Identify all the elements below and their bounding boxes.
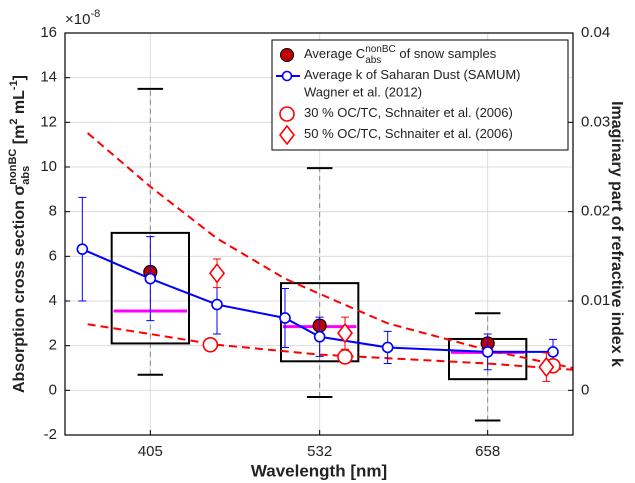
x-axis-label: Wavelength [nm] [251,461,387,480]
point-marker [144,272,157,285]
legend-text: Average C [304,46,365,61]
legend-label: Wagner et al. (2012) [304,84,422,99]
fit-line [87,132,574,369]
legend-text: Average k of Saharan Dust (SAMUM) [304,67,521,82]
y-tick-label: 2 [49,337,57,354]
x-tick-label: 405 [138,443,163,460]
y2-tick-label: 0.03 [581,113,610,130]
y-label-unit-sup: 2 [8,119,20,125]
point-marker [381,341,394,354]
point-marker [76,243,89,255]
y-label-sup: nonBC [7,149,19,185]
y-tick-label: 6 [49,247,57,264]
y-label-sub: abs [20,166,32,185]
y2-tick-label: 0.02 [581,203,610,220]
box [110,231,190,345]
y-tick-label: 0 [49,381,57,398]
y-tick-label: 10 [40,158,57,175]
y2-tick-label: 0 [581,381,589,398]
legend-label: 30 % OC/TC, Schnaiter et al. (2006) [304,105,513,120]
legend-text: 50 % OC/TC, Schnaiter et al. (2006) [304,126,513,141]
x-tick-label: 532 [307,443,332,460]
data-line [81,248,553,353]
plot-frame [64,32,574,436]
point-marker [211,298,223,311]
y-tick-label: 16 [40,24,57,41]
y2-tick-label: 0.01 [581,292,610,309]
legend-marker [281,70,293,82]
y-tick-label: -2 [44,426,57,443]
box [280,282,360,363]
y-multiplier-exp: -8 [90,8,100,20]
legend-marker [278,124,296,146]
legend-marker [280,48,294,62]
y-multiplier-base: ×10 [65,11,90,28]
point-marker [481,346,494,358]
point-marker [202,336,219,353]
x-tick-label: 658 [475,443,500,460]
legend-label: Average CnonBC abs of snow samples [304,44,497,66]
y-tick-label: 14 [40,69,57,86]
y-axis-label: Absorption cross section σnonBCabs [m2 m… [7,75,32,393]
point-marker [547,346,559,358]
legend-sup: nonBC [365,44,396,55]
diamond-marker [208,263,226,284]
y-label-unit-sup: -1 [8,80,20,90]
legend-sub: abs [365,55,381,66]
legend-marker [279,106,295,122]
y2-tick-label: 0.04 [581,24,610,41]
y-tick-label: 12 [40,113,57,130]
legend-label: 50 % OC/TC, Schnaiter et al. (2006) [304,126,513,141]
y-label-unit: [m [11,125,28,149]
legend-box [271,39,569,151]
diamond-marker [336,322,354,344]
y-multiplier: ×10-8 [65,8,100,28]
diamond-marker [538,356,555,378]
fit-line [87,323,574,371]
y-label-text: Absorption cross section σ [11,185,28,393]
y-tick-label: 8 [49,203,57,220]
y2-axis-label: Imaginary part of refractive index k [608,101,625,367]
point-marker [279,312,291,324]
y-tick-label: 4 [49,292,57,309]
y-label-unit: mL [11,90,28,119]
point-marker [337,349,353,365]
y-label-unit: ] [11,75,28,80]
legend-label: Average k of Saharan Dust (SAMUM) [304,67,521,82]
legend-text: 30 % OC/TC, Schnaiter et al. (2006) [304,105,513,120]
legend-text: of snow samples [396,46,497,61]
point-marker [313,330,326,343]
